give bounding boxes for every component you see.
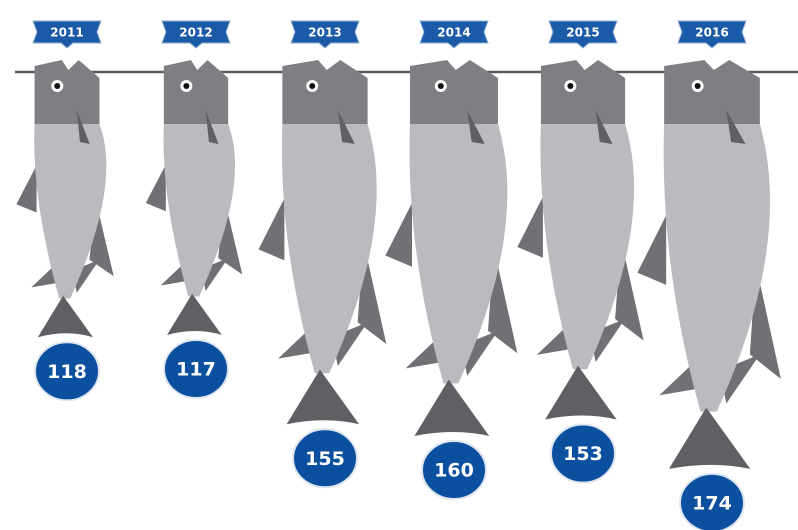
fin [461, 330, 498, 376]
pupil [437, 83, 444, 89]
fin [258, 198, 285, 261]
fish [145, 60, 243, 335]
year-label: 2016 [695, 26, 728, 40]
fish-body [409, 124, 508, 384]
gill-fin [726, 110, 746, 144]
year-ribbon [161, 20, 231, 49]
fish-body [34, 124, 107, 299]
year-label: 2015 [566, 26, 599, 40]
year-label: 2014 [437, 26, 470, 40]
year-ribbon [32, 20, 102, 49]
tail [167, 293, 222, 335]
fish [517, 60, 644, 420]
value-label: 155 [305, 448, 345, 470]
fin [385, 202, 412, 267]
fin [637, 215, 667, 285]
fish [258, 60, 387, 425]
pupil [183, 83, 190, 89]
fish [385, 60, 518, 436]
tail [545, 365, 617, 420]
fish-head [410, 60, 498, 124]
tail [668, 407, 751, 469]
fin [517, 196, 543, 258]
value-label: 174 [692, 492, 732, 514]
value-badge [550, 423, 616, 484]
value-label: 117 [176, 358, 216, 380]
value-label: 153 [563, 443, 603, 465]
year-ribbon [419, 20, 489, 49]
gill-fin [337, 110, 355, 144]
fin [719, 354, 760, 404]
value-badge [292, 428, 358, 489]
year-ribbon [677, 20, 747, 49]
fish [16, 60, 114, 338]
fish [637, 60, 781, 469]
year-label: 2012 [179, 26, 212, 40]
gill-fin [595, 110, 613, 144]
year-ribbon [548, 20, 618, 49]
pupil [694, 83, 701, 89]
fish-head [664, 60, 760, 124]
value-badge [421, 440, 487, 500]
year-ribbon [290, 20, 360, 49]
fish-head [282, 60, 368, 124]
year-label: 2011 [50, 26, 83, 40]
fin [201, 257, 229, 291]
pupil [567, 83, 574, 89]
value-label: 160 [434, 460, 474, 482]
year-label: 2013 [308, 26, 341, 40]
fish-body [281, 124, 377, 374]
value-label: 118 [47, 361, 87, 383]
fish-body [663, 124, 771, 412]
pupil [54, 83, 61, 89]
value-badge [34, 341, 100, 402]
fish-body [540, 124, 635, 370]
pupil [309, 83, 316, 89]
value-badge [163, 338, 229, 399]
fin [145, 164, 166, 212]
tail [37, 295, 93, 338]
tail [414, 379, 490, 436]
fish-head [540, 60, 626, 124]
fish-head [34, 60, 100, 124]
gill-fin [205, 110, 219, 144]
fish-body [163, 124, 236, 297]
fin [16, 165, 37, 213]
value-badge [679, 472, 745, 530]
fish-head [163, 60, 229, 124]
gill-fin [467, 110, 485, 144]
gill-fin [76, 110, 90, 144]
tail [286, 369, 360, 425]
